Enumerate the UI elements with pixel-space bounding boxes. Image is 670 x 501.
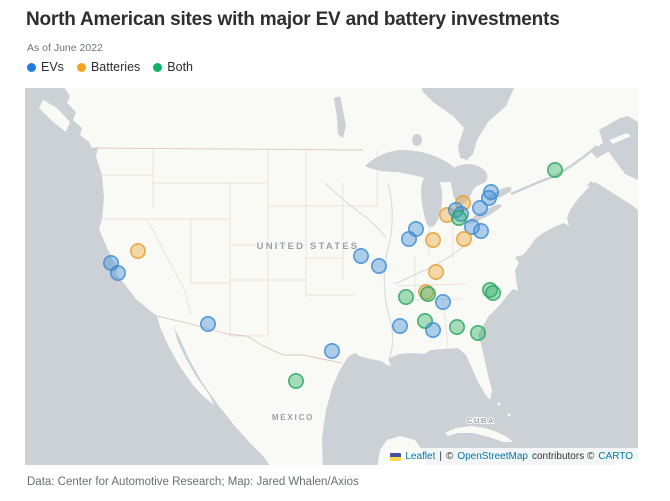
ukraine-flag-icon	[390, 452, 402, 461]
map-marker-both[interactable]	[546, 162, 563, 179]
map-canvas: UNITED STATES MEXICO CUBA	[39, 88, 638, 465]
islands	[609, 90, 638, 144]
map-marker-bat[interactable]	[130, 243, 147, 260]
chart-title: North American sites with major EV and b…	[26, 9, 560, 30]
map-marker-ev[interactable]	[463, 219, 480, 236]
legend-dot-ev	[27, 62, 36, 72]
borders	[90, 147, 469, 364]
map-marker-bat[interactable]	[427, 264, 444, 281]
legend-label-both: Both	[167, 60, 193, 74]
map-marker-both[interactable]	[450, 210, 467, 227]
attribution-contributors: contributors ©	[531, 451, 595, 462]
legend-dot-both	[153, 62, 163, 72]
copyright-symbol: ©	[445, 451, 454, 462]
legend-item-both: Both	[153, 60, 193, 74]
map-marker-ev[interactable]	[434, 294, 451, 311]
map-attribution: Leaflet | © OpenStreetMap contributors ©…	[385, 448, 638, 465]
map[interactable]: UNITED STATES MEXICO CUBA Leaflet | © Open…	[25, 88, 638, 465]
country-label: MEXICO	[272, 413, 314, 422]
leaflet-link[interactable]: Leaflet	[405, 451, 436, 462]
map-marker-ev[interactable]	[482, 184, 499, 201]
map-marker-both[interactable]	[397, 289, 414, 306]
legend-label-bat: Batteries	[90, 60, 141, 74]
legend-item-bat: Batteries	[76, 60, 141, 74]
map-marker-both[interactable]	[469, 325, 486, 342]
map-marker-ev[interactable]	[370, 258, 387, 275]
source-credit: Data: Center for Automotive Research; Ma…	[27, 476, 359, 488]
legend-label-ev: EVs	[41, 60, 64, 74]
map-marker-ev[interactable]	[323, 343, 340, 360]
landmass	[39, 88, 638, 465]
map-marker-ev[interactable]	[110, 265, 127, 282]
carto-link[interactable]: CARTO	[598, 451, 633, 462]
openstreetmap-link[interactable]: OpenStreetMap	[457, 451, 528, 462]
country-label: CUBA	[467, 416, 495, 425]
lakes	[334, 88, 638, 227]
map-marker-bat[interactable]	[424, 232, 441, 249]
map-marker-both[interactable]	[419, 286, 436, 303]
map-marker-both[interactable]	[484, 285, 501, 302]
map-markers	[103, 162, 563, 389]
attribution-separator: |	[439, 451, 442, 462]
legend-item-ev: EVs	[27, 60, 64, 74]
map-marker-both[interactable]	[287, 372, 304, 389]
map-marker-ev[interactable]	[471, 200, 488, 217]
map-marker-both[interactable]	[448, 319, 465, 336]
legend-dot-bat	[76, 62, 86, 72]
country-label: UNITED STATES	[257, 241, 360, 252]
map-marker-ev[interactable]	[200, 316, 217, 333]
map-marker-ev[interactable]	[400, 231, 417, 248]
map-marker-ev[interactable]	[391, 318, 408, 335]
map-marker-ev[interactable]	[424, 322, 441, 339]
map-marker-ev[interactable]	[352, 248, 369, 265]
legend: EVs Batteries Both	[27, 60, 193, 74]
map-marker-ev[interactable]	[472, 223, 489, 240]
map-labels: UNITED STATES MEXICO CUBA	[256, 240, 495, 426]
map-marker-bat[interactable]	[455, 231, 472, 248]
chart-subtitle: As of June 2022	[27, 42, 103, 54]
